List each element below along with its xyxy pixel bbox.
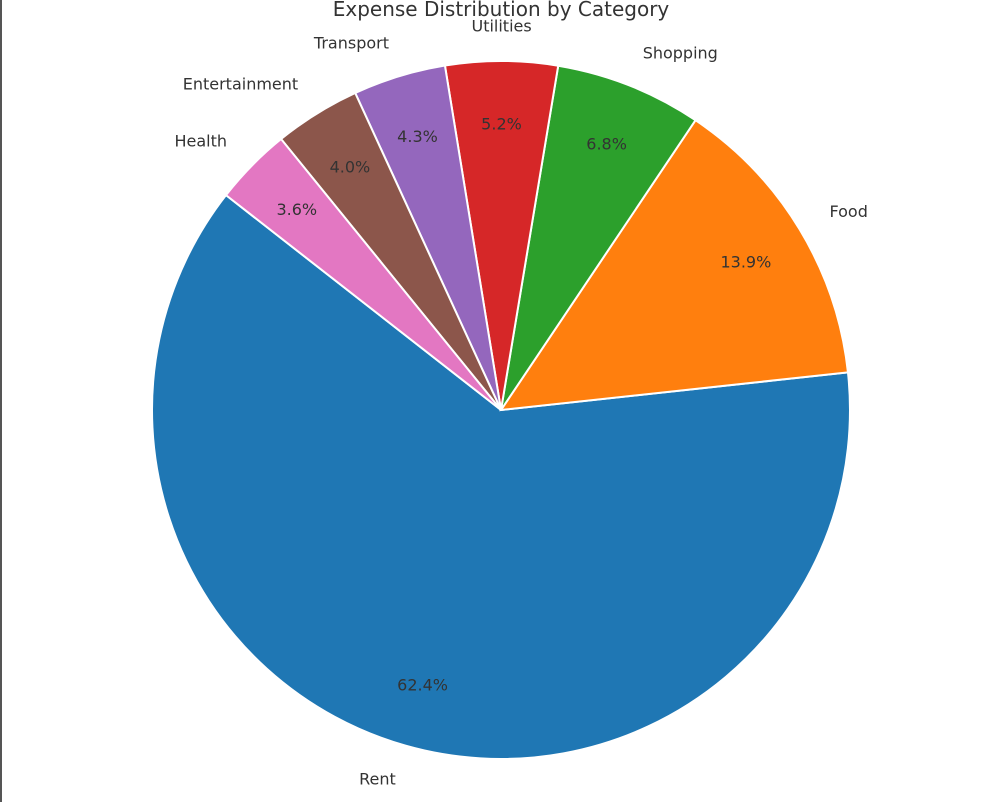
pie-slice-shopping	[500, 64, 697, 411]
percent-label-entertainment: 4.0%	[330, 158, 371, 177]
percent-label-utilities: 5.2%	[481, 114, 522, 133]
percent-label-transport: 4.3%	[397, 127, 438, 146]
percent-labels: 62.4% 13.9% 6.8% 5.2% 4.3% 4.0% 3.6%	[276, 114, 771, 694]
pie-slice-rent	[150, 193, 851, 760]
percent-label-health: 3.6%	[276, 200, 317, 219]
pie-slice-health	[224, 137, 502, 411]
category-labels: Rent Food Shopping Utilities Transport Entert…	[174, 17, 867, 789]
category-label-transport: Transport	[313, 33, 389, 52]
category-label-shopping: Shopping	[643, 44, 718, 63]
chart-title: Expense Distribution by Category	[333, 0, 670, 21]
category-label-food: Food	[830, 202, 868, 221]
pie-wedges	[150, 59, 851, 760]
category-label-utilities: Utilities	[471, 17, 531, 36]
category-label-health: Health	[174, 132, 227, 151]
category-label-entertainment: Entertainment	[183, 75, 298, 94]
category-label-rent: Rent	[359, 770, 396, 789]
percent-label-food: 13.9%	[720, 252, 771, 271]
pie-slice-food	[498, 118, 850, 412]
percent-label-rent: 62.4%	[397, 676, 448, 695]
percent-label-shopping: 6.8%	[586, 135, 627, 154]
